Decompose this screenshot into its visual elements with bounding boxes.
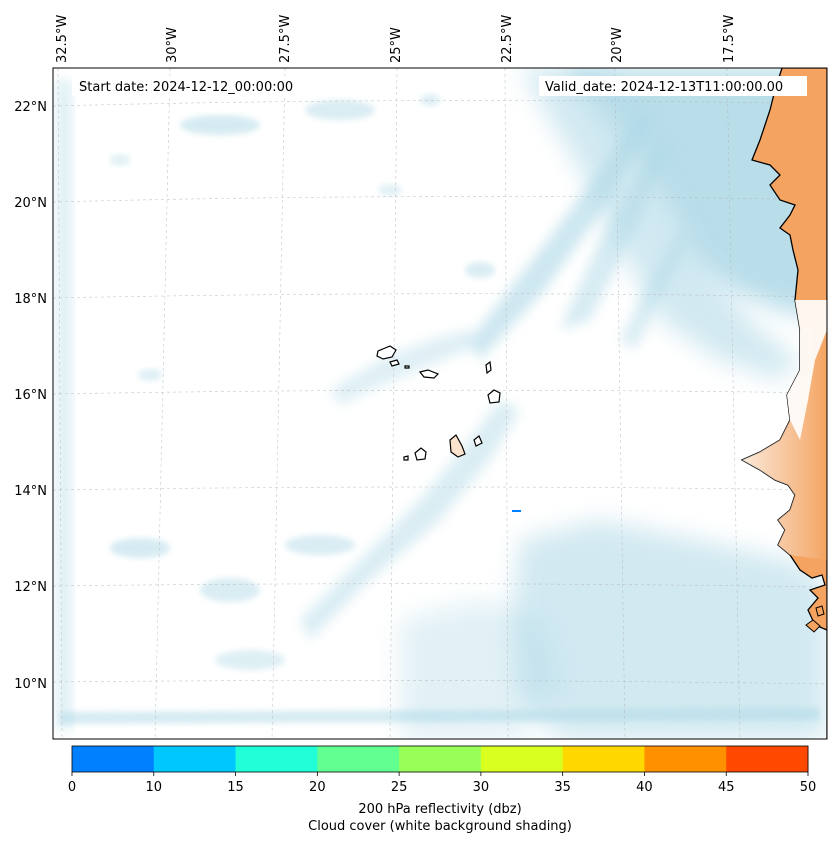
colorbar-tick-label: 25 (391, 780, 408, 795)
island (473, 435, 483, 447)
colorbar-label-line1: 200 hPa reflectivity (dbz) (358, 802, 521, 817)
island (487, 389, 501, 404)
lon-label: 22.5°W (500, 15, 515, 63)
lat-label: 22°N (14, 100, 47, 115)
lat-label: 18°N (14, 292, 47, 307)
cape-verde-islands (376, 345, 501, 461)
island (376, 345, 397, 360)
island (404, 365, 410, 369)
colorbar-tick-label: 15 (227, 780, 244, 795)
colorbar-tick-label: 50 (800, 780, 817, 795)
colorbar-tick-label: 30 (473, 780, 490, 795)
colorbar-label-line2: Cloud cover (white background shading) (308, 819, 572, 834)
gridlines (53, 68, 827, 739)
colorbar-swatch (480, 746, 564, 772)
lat-label: 12°N (14, 580, 47, 595)
colorbar-swatch (72, 746, 155, 772)
island (389, 359, 400, 367)
island (403, 455, 409, 461)
lon-label: 25°W (389, 27, 404, 63)
colorbar-tick-label: 0 (68, 780, 76, 795)
colorbar-tick-label: 45 (718, 780, 735, 795)
start-date-box: Start date: 2024-12-12_00:00:00 (72, 76, 314, 96)
colorbar-swatch (235, 746, 318, 772)
colorbar-frame (71, 745, 809, 773)
colorbar-swatch (562, 746, 645, 772)
lat-label: 16°N (14, 388, 47, 403)
colorbar-swatch (726, 746, 809, 772)
island (418, 369, 440, 379)
longitude-labels: 32.5°W 30°W 27.5°W 25°W 22.5°W 20°W 17.5… (55, 15, 737, 63)
island (485, 360, 492, 375)
colorbar-ticks: 0 10 15 20 25 30 35 40 45 50 (68, 772, 816, 795)
colorbar-swatch (317, 746, 400, 772)
colorbar-swatch (399, 746, 482, 772)
colorbar-tick-label: 10 (146, 780, 163, 795)
colorbar-swatches (72, 746, 809, 772)
island (449, 434, 466, 458)
lat-label: 10°N (14, 677, 47, 692)
valid-date-box: Valid_date: 2024-12-13T11:00:00.00 (539, 76, 807, 96)
start-date-label: Start date: 2024-12-12_00:00:00 (79, 80, 293, 95)
valid-date-label: Valid_date: 2024-12-13T11:00:00.00 (545, 80, 783, 95)
lat-label: 14°N (14, 484, 47, 499)
lon-label: 17.5°W (722, 15, 737, 63)
colorbar: 0 10 15 20 25 30 35 40 45 50 200 hPa reflectivity… (68, 745, 816, 834)
lon-label: 32.5°W (55, 15, 70, 63)
lon-label: 27.5°W (278, 15, 293, 63)
map-frame (52, 67, 828, 740)
lon-label: 20°W (610, 27, 625, 63)
african-coast (740, 68, 827, 739)
colorbar-tick-label: 35 (554, 780, 571, 795)
reflectivity-echo (512, 510, 521, 512)
colorbar-tick-label: 20 (309, 780, 326, 795)
colorbar-swatch (644, 746, 727, 772)
colorbar-swatch (153, 746, 237, 772)
latitude-labels: 22°N 20°N 18°N 16°N 14°N 12°N 10°N (14, 100, 47, 692)
lat-label: 20°N (14, 196, 47, 211)
lon-label: 30°W (165, 27, 180, 63)
island (414, 447, 427, 461)
colorbar-tick-label: 40 (636, 780, 653, 795)
